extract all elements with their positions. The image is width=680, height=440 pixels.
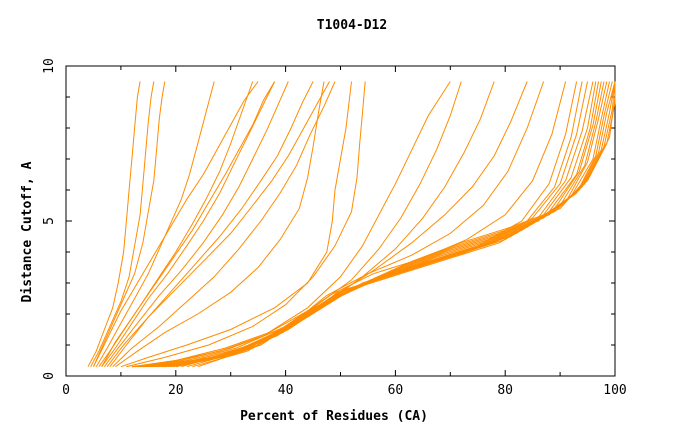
series-line-14: [120, 81, 352, 368]
series-line-1: [87, 81, 141, 367]
series-lines: [87, 81, 616, 368]
series-line-7: [103, 81, 289, 367]
series-line-3: [93, 81, 166, 367]
axis-ticks: [65, 65, 616, 377]
x-tick-label: 80: [497, 383, 513, 398]
series-line-9: [109, 81, 330, 368]
series-line-30: [167, 81, 608, 368]
series-line-2: [90, 81, 155, 367]
series-line-20: [140, 81, 545, 368]
x-axis-label: Percent of Residues (CA): [240, 409, 428, 424]
series-line-17: [131, 81, 462, 368]
series-line-8: [106, 81, 314, 368]
series-line-11: [93, 81, 259, 367]
x-tick-label: 20: [168, 383, 184, 398]
series-line-12: [112, 81, 336, 368]
series-line-6: [101, 81, 276, 367]
y-axis-label: Distance Cutoff, A: [20, 161, 35, 302]
y-tick-label: 10: [42, 58, 57, 74]
series-line-28: [162, 81, 602, 368]
series-line-37: [197, 81, 616, 368]
tick-labels: 0 20 40 60 80 100 0 5 10: [42, 58, 627, 398]
series-line-32: [172, 81, 613, 368]
series-line-19: [137, 81, 528, 368]
series-line-31: [170, 81, 610, 368]
series-line-34: [181, 81, 616, 368]
series-line-21: [142, 81, 567, 368]
x-tick-label: 60: [388, 383, 404, 398]
x-tick-label: 40: [278, 383, 294, 398]
series-line-13: [115, 81, 325, 368]
x-tick-label: 0: [62, 383, 70, 398]
series-line-15: [126, 81, 366, 368]
series-line-18: [134, 81, 495, 368]
y-tick-label: 0: [42, 372, 57, 380]
series-line-10: [101, 81, 276, 367]
chart-title: T1004-D12: [317, 18, 387, 33]
y-tick-label: 5: [42, 217, 57, 225]
series-line-35: [186, 81, 616, 368]
x-tick-label: 100: [603, 383, 626, 398]
